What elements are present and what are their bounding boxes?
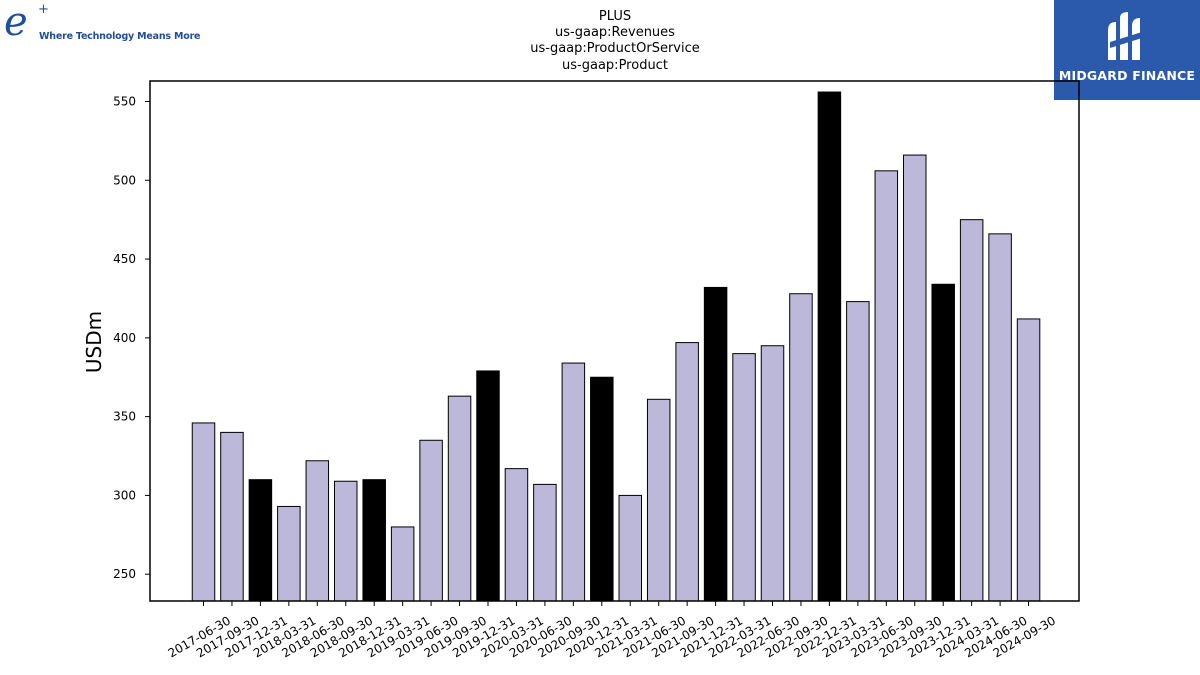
y-tick-label: 350 (113, 410, 136, 424)
bar-2020-09-30 (561, 362, 586, 602)
bar-2022-09-30 (789, 293, 813, 602)
bar-2024-06-30 (988, 233, 1012, 602)
x-axis-ticks: 2017-06-302017-09-302017-12-312018-03-31… (166, 601, 1058, 660)
bar-2021-12-31 (703, 286, 728, 602)
bar-2018-03-31 (277, 505, 301, 602)
chart-title-line-3: us-gaap:ProductOrService (530, 41, 700, 56)
bar-2023-09-30 (903, 154, 927, 602)
plot-frame (149, 80, 1080, 602)
y-tick-label: 400 (113, 331, 136, 345)
bar-2017-09-30 (220, 431, 244, 602)
y-tick-label: 450 (113, 252, 136, 266)
bar-2023-03-31 (846, 301, 870, 602)
bar-2020-06-30 (533, 483, 557, 602)
chart-title-line-1: PLUS (599, 9, 631, 24)
midgard-logo-text: MIDGARD FINANCE (1058, 68, 1196, 83)
bar-2018-12-31 (362, 479, 386, 602)
bar-2023-12-31 (931, 283, 955, 602)
bar-2021-03-31 (618, 494, 642, 602)
bar-2024-03-31 (959, 219, 984, 602)
bar-2019-03-31 (390, 526, 415, 602)
eplus-logo-mark: e (4, 0, 28, 45)
y-tick-label: 300 (113, 488, 136, 502)
bar-2024-09-30 (1016, 318, 1041, 602)
chart-title: PLUS us-gaap:Revenues us-gaap:ProductOrS… (530, 9, 700, 73)
eplus-logo-plus: + (38, 2, 49, 17)
bar-2020-03-31 (504, 468, 529, 602)
y-tick-label: 500 (113, 173, 136, 187)
bar-2018-06-30 (305, 460, 330, 602)
y-tick-label: 250 (113, 567, 136, 581)
bar-2021-09-30 (675, 342, 699, 602)
y-tick-label: 550 (113, 94, 136, 108)
eplus-logo: e + Where Technology Means More (4, 0, 200, 48)
bar-2021-06-30 (646, 398, 671, 602)
chart-title-line-4: us-gaap:Product (562, 58, 668, 73)
bar-2019-09-30 (447, 395, 472, 602)
bar-2019-06-30 (419, 439, 443, 602)
chart-title-line-2: us-gaap:Revenues (555, 25, 675, 40)
y-axis-label: USDm (82, 311, 106, 373)
bar-2020-12-31 (590, 376, 614, 602)
bar-2022-12-31 (817, 91, 842, 602)
bar-2018-09-30 (334, 480, 358, 602)
bar-2019-12-31 (476, 370, 500, 602)
bar-2017-12-31 (248, 479, 273, 602)
bar-2022-06-30 (760, 345, 785, 602)
bar-2022-03-31 (732, 353, 756, 602)
y-axis-ticks: 250 300 350 400 450 500 550 (113, 94, 150, 581)
bar-2023-06-30 (874, 170, 899, 602)
eplus-logo-tagline: Where Technology Means More (39, 31, 201, 42)
bars-group (191, 91, 1041, 602)
bar-2017-06-30 (191, 422, 216, 602)
midgard-logo-icon (1108, 12, 1142, 60)
